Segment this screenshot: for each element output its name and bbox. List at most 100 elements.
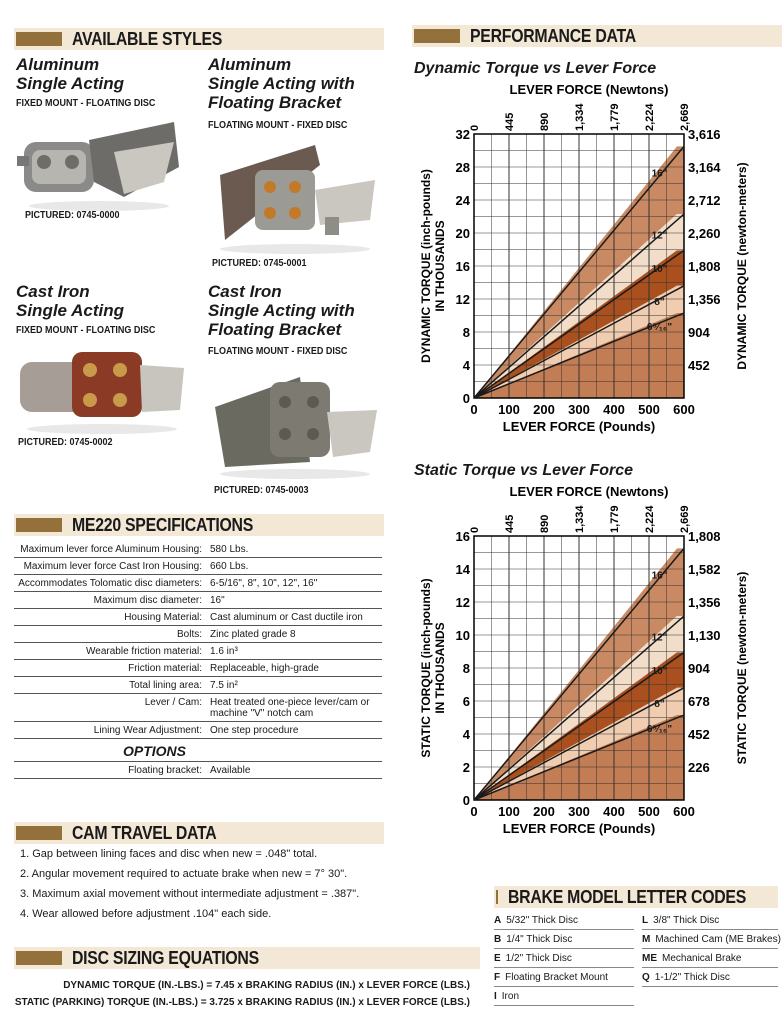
style-1-title-line1: Aluminum bbox=[16, 55, 100, 74]
y2-tick-label: 2,712 bbox=[688, 193, 721, 208]
x-tick-label: 100 bbox=[498, 402, 520, 417]
code-desc: Machined Cam (ME Brakes) bbox=[655, 933, 781, 945]
y-tick-label: 16 bbox=[456, 529, 470, 544]
spec-value-line1: Heat treated one-piece lever/cam or bbox=[210, 697, 370, 708]
code-letter: L bbox=[642, 914, 649, 926]
spec-key: Floating bracket: bbox=[128, 765, 202, 776]
y-tick-label: 28 bbox=[456, 160, 470, 175]
header-block bbox=[496, 890, 498, 904]
spec-row: Lining Wear Adjustment: One step procedur… bbox=[14, 722, 382, 739]
x2-tick-label: 445 bbox=[504, 113, 516, 131]
series-label: 10" bbox=[652, 666, 668, 677]
code-row: Q 1-1/2" Thick Disc bbox=[642, 968, 778, 987]
list-item: 3. Maximum axial movement without interm… bbox=[20, 888, 360, 900]
header-block bbox=[16, 32, 62, 46]
style-3-mount: FIXED MOUNT - FLOATING DISC bbox=[16, 325, 156, 336]
header-block bbox=[16, 951, 62, 965]
brake-photo-0745-0000 bbox=[17, 122, 179, 211]
plot-frame bbox=[473, 133, 685, 399]
spec-key: Maximum lever force Cast Iron Housing: bbox=[23, 561, 202, 572]
spec-value: 580 Lbs. bbox=[210, 544, 249, 555]
plot-frame bbox=[473, 535, 685, 801]
x-tick-label: 0 bbox=[470, 402, 477, 417]
x-tick-label: 400 bbox=[603, 804, 625, 819]
x2-tick-label: 2,669 bbox=[679, 103, 691, 131]
brake-photo-0745-0001 bbox=[220, 145, 375, 254]
x-axis-label: LEVER FORCE (Pounds) bbox=[503, 419, 655, 434]
code-row: I Iron bbox=[494, 987, 634, 1006]
brake-photo-0745-0002 bbox=[20, 352, 184, 434]
y2-tick-label: 226 bbox=[688, 760, 710, 775]
series-label: 8" bbox=[654, 297, 665, 308]
spec-value-line2: machine "V" notch cam bbox=[210, 708, 314, 719]
y2-tick-label: 1,130 bbox=[688, 628, 721, 643]
series-line bbox=[473, 312, 685, 399]
y-tick-label: 4 bbox=[463, 358, 471, 373]
spec-key: Accommodates Tolomatic disc diameters: bbox=[18, 578, 202, 589]
spec-key: Maximum disc diameter: bbox=[93, 595, 202, 606]
spec-value: Available bbox=[210, 765, 251, 776]
y-tick-label: 4 bbox=[463, 727, 471, 742]
code-row: A 5/32" Thick Disc bbox=[494, 911, 634, 930]
style-4-title: Cast Iron Single Acting with Floating Br… bbox=[208, 282, 355, 339]
y2-tick-label: 904 bbox=[688, 325, 710, 340]
spec-value: 660 Lbs. bbox=[210, 561, 249, 572]
performance-data-header: PERFORMANCE DATA bbox=[412, 25, 782, 47]
x-tick-label: 0 bbox=[470, 804, 477, 819]
y2-tick-label: 1,808 bbox=[688, 529, 721, 544]
style-2-title: Aluminum Single Acting with Floating Bra… bbox=[208, 55, 355, 112]
series-label: 12" bbox=[652, 231, 668, 242]
series-label: 12" bbox=[652, 633, 668, 644]
x2-tick-label: 890 bbox=[539, 113, 551, 131]
spec-value: 6-5/16", 8", 10", 12", 16" bbox=[210, 578, 318, 589]
y-tick-label: 12 bbox=[456, 595, 470, 610]
y-tick-label: 24 bbox=[456, 193, 471, 208]
spec-row: Floating bracket: Available bbox=[14, 762, 382, 779]
code-row: B 1/4" Thick Disc bbox=[494, 930, 634, 949]
style-1-title: Aluminum Single Acting bbox=[16, 55, 124, 93]
spec-key: Lever / Cam: bbox=[144, 697, 202, 708]
style-2-title-line1: Aluminum bbox=[208, 55, 292, 74]
code-letter: E bbox=[494, 952, 501, 964]
y-axis-label: STATIC TORQUE (inch-pounds) bbox=[419, 578, 433, 757]
code-letter: B bbox=[494, 933, 502, 945]
cam-travel-list: 1. Gap between lining faces and disc whe… bbox=[20, 848, 359, 928]
specifications-title: ME220 SPECIFICATIONS bbox=[72, 514, 254, 535]
series-label: 8" bbox=[654, 699, 665, 710]
style-4-title-line2: Single Acting with bbox=[208, 301, 355, 320]
series-label: 6⁵⁄₁₆" bbox=[647, 724, 673, 735]
y-tick-label: 20 bbox=[456, 226, 470, 241]
y2-tick-label: 1,356 bbox=[688, 292, 721, 307]
style-3-title-line1: Cast Iron bbox=[16, 282, 90, 301]
x2-tick-label: 890 bbox=[539, 515, 551, 533]
y-axis-label: DYNAMIC TORQUE (inch-pounds) bbox=[419, 169, 433, 363]
spec-row: Maximum lever force Cast Iron Housing: 66… bbox=[14, 558, 382, 575]
style-1-mount: FIXED MOUNT - FLOATING DISC bbox=[16, 98, 156, 109]
code-letter: A bbox=[494, 914, 502, 926]
series-line bbox=[473, 285, 685, 399]
y2-tick-label: 452 bbox=[688, 727, 710, 742]
x-tick-label: 400 bbox=[603, 402, 625, 417]
series-label: 6⁵⁄₁₆" bbox=[647, 322, 673, 333]
x2-axis-label: LEVER FORCE (Newtons) bbox=[510, 484, 669, 499]
series-line bbox=[473, 615, 685, 801]
spec-value: Heat treated one-piece lever/cam or machi… bbox=[206, 694, 382, 721]
spec-row: Accommodates Tolomatic disc diameters: 6-… bbox=[14, 575, 382, 592]
header-block bbox=[414, 29, 460, 43]
style-2-title-line2: Single Acting with bbox=[208, 74, 355, 93]
style-2-title-line3: Floating Bracket bbox=[208, 93, 342, 112]
static-chart-title: Static Torque vs Lever Force bbox=[414, 462, 634, 479]
disc-sizing-title: DISC SIZING EQUATIONS bbox=[72, 947, 259, 968]
spec-row: Total lining area: 7.5 in² bbox=[14, 677, 382, 694]
y2-tick-label: 2,260 bbox=[688, 226, 721, 241]
spec-key: Friction material: bbox=[128, 663, 202, 674]
style-4-title-line3: Floating Bracket bbox=[208, 320, 342, 339]
x-tick-label: 600 bbox=[673, 804, 695, 819]
y-tick-label: 10 bbox=[456, 628, 470, 643]
x-tick-label: 100 bbox=[498, 804, 520, 819]
performance-data-title: PERFORMANCE DATA bbox=[470, 25, 636, 46]
code-desc: Mechanical Brake bbox=[662, 952, 742, 964]
style-1-pictured: PICTURED: 0745-0000 bbox=[25, 210, 120, 221]
